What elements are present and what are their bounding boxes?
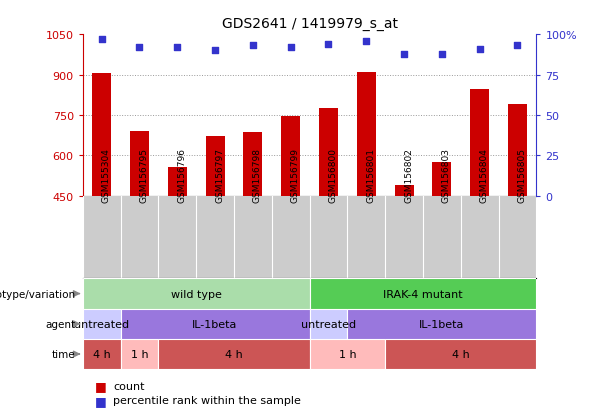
Bar [83, 339, 121, 369]
Point [437, 51, 447, 58]
Text: GSM156795: GSM156795 [139, 148, 148, 203]
Bar [83, 309, 121, 339]
Text: 4 h: 4 h [452, 349, 470, 359]
Bar [310, 309, 348, 339]
Point [210, 48, 220, 55]
Bar [395, 185, 414, 196]
Text: GSM156804: GSM156804 [480, 148, 489, 203]
Text: 4 h: 4 h [225, 349, 243, 359]
Bar [158, 339, 310, 369]
Bar [243, 133, 262, 196]
Point [512, 43, 522, 50]
Text: GSM156802: GSM156802 [404, 148, 413, 203]
Text: ■: ■ [95, 394, 107, 407]
Bar [281, 117, 300, 196]
Text: 1 h: 1 h [338, 349, 356, 359]
Point [324, 41, 333, 48]
Text: GSM156798: GSM156798 [253, 148, 262, 203]
Bar [310, 279, 536, 309]
Bar [83, 279, 310, 309]
Text: GSM156797: GSM156797 [215, 148, 224, 203]
Text: count: count [113, 381, 145, 391]
Text: wild type: wild type [171, 289, 221, 299]
Text: genotype/variation: genotype/variation [0, 289, 75, 299]
Bar [348, 309, 536, 339]
Text: time: time [51, 349, 75, 359]
Text: GSM155304: GSM155304 [102, 148, 111, 203]
Point [97, 37, 107, 43]
Text: ■: ■ [95, 379, 107, 392]
Text: GSM156800: GSM156800 [329, 148, 338, 203]
Point [361, 38, 371, 45]
Bar [121, 309, 310, 339]
Text: percentile rank within the sample: percentile rank within the sample [113, 395, 301, 405]
Point [134, 45, 145, 51]
Text: GSM156803: GSM156803 [442, 148, 451, 203]
Text: IRAK-4 mutant: IRAK-4 mutant [383, 289, 463, 299]
Bar [508, 105, 527, 196]
Text: IL-1beta: IL-1beta [192, 319, 238, 329]
Point [248, 43, 257, 50]
Text: GSM156805: GSM156805 [517, 148, 527, 203]
Bar [121, 339, 158, 369]
Text: untreated: untreated [74, 319, 129, 329]
Text: IL-1beta: IL-1beta [419, 319, 465, 329]
Title: GDS2641 / 1419979_s_at: GDS2641 / 1419979_s_at [221, 17, 398, 31]
Bar [357, 73, 376, 196]
Bar [319, 109, 338, 196]
Bar [470, 90, 489, 196]
Text: untreated: untreated [301, 319, 356, 329]
Bar [130, 132, 149, 196]
Text: GSM156796: GSM156796 [177, 148, 186, 203]
Text: 4 h: 4 h [93, 349, 110, 359]
Point [286, 45, 295, 51]
Text: GSM156801: GSM156801 [366, 148, 375, 203]
Bar [432, 163, 451, 196]
Point [475, 46, 485, 53]
Bar [92, 74, 111, 196]
Text: agent: agent [45, 319, 75, 329]
Text: 1 h: 1 h [131, 349, 148, 359]
Text: GSM156799: GSM156799 [291, 148, 300, 203]
Point [399, 51, 409, 58]
Point [172, 45, 182, 51]
Bar [205, 137, 224, 196]
Bar [168, 168, 187, 196]
Bar [310, 339, 385, 369]
Bar [385, 339, 536, 369]
